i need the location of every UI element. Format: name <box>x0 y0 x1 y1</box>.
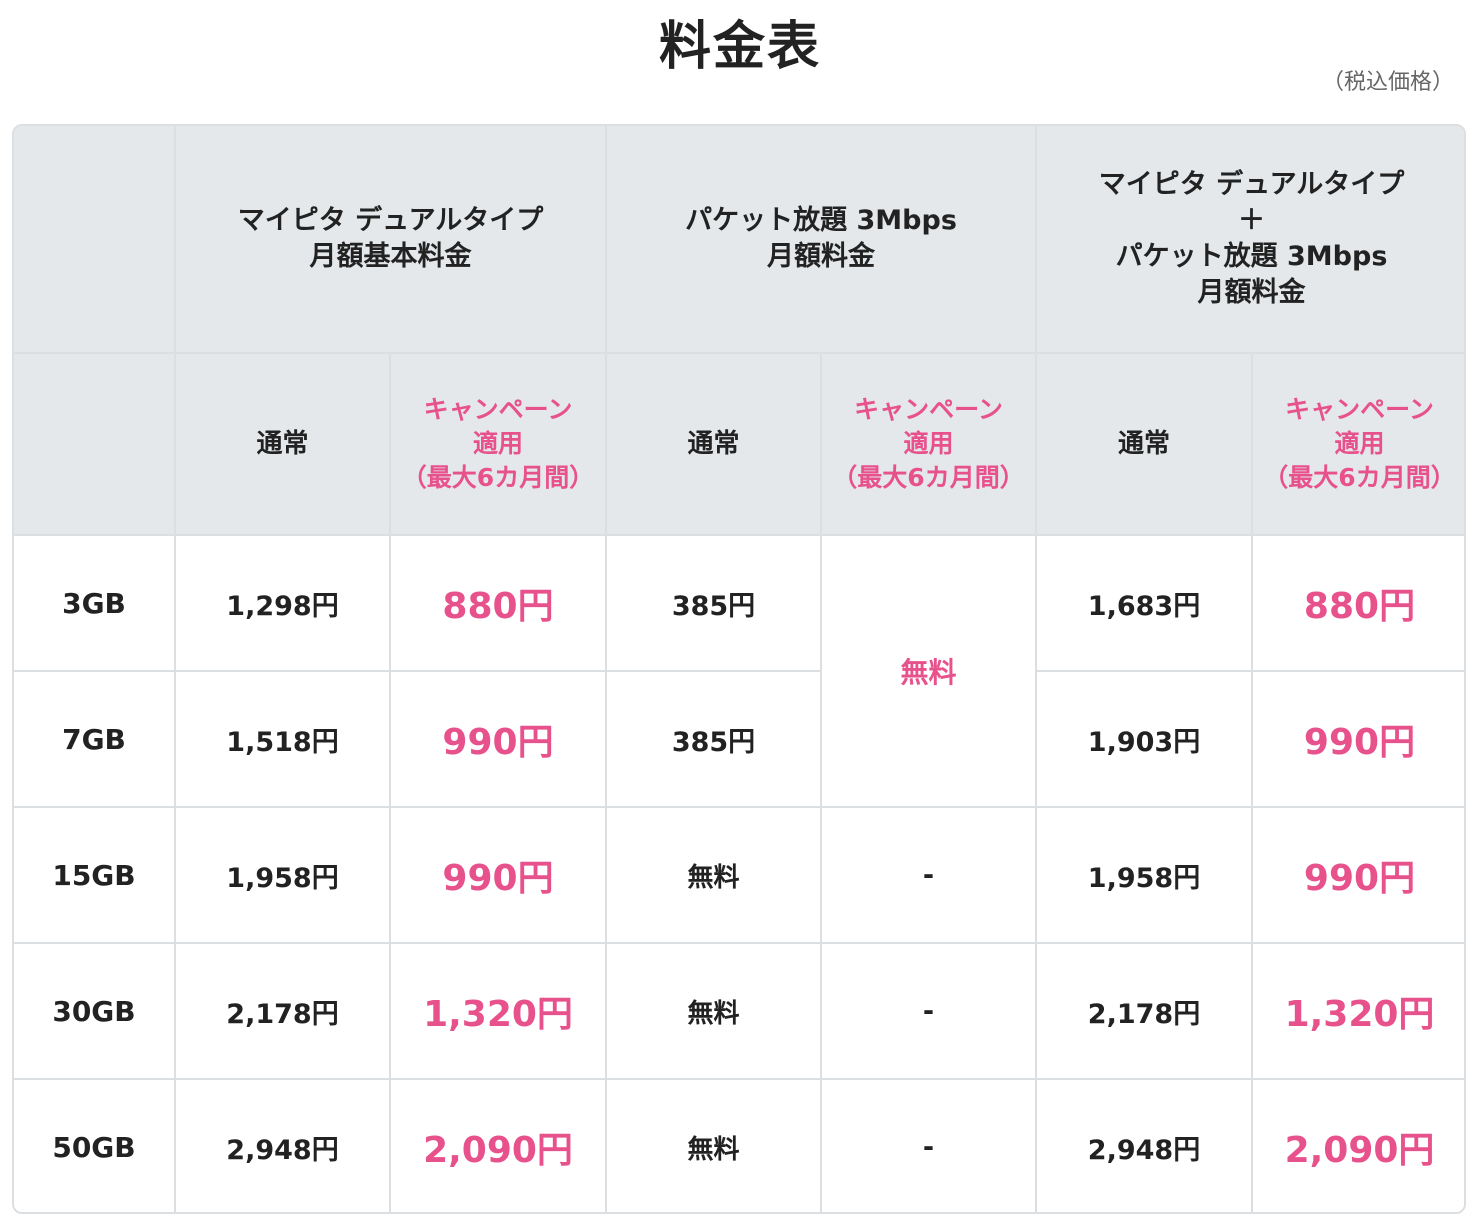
campaign-text: （最大6カ月間） <box>1263 463 1456 492</box>
table-row: 50GB 2,948円 2,090円 無料 - 2,948円 2,090円 <box>14 1078 1464 1212</box>
total-campaign-price: 990円 <box>1251 806 1464 944</box>
price-table: マイピタ デュアルタイプ 月額基本料金 パケット放題 3Mbps 月額料金 マイ… <box>14 126 1464 1212</box>
packet-normal-price: 385円 <box>605 670 822 808</box>
header-empty-cell <box>14 352 176 536</box>
header-text: パケット放題 3Mbps <box>685 205 957 236</box>
header-normal: 通常 <box>1035 352 1253 536</box>
header-text: 月額料金 <box>767 241 875 272</box>
base-normal-price: 2,948円 <box>174 1078 391 1212</box>
packet-campaign-price: - <box>820 942 1037 1080</box>
header-row-groups: マイピタ デュアルタイプ 月額基本料金 パケット放題 3Mbps 月額料金 マイ… <box>14 126 1464 354</box>
packet-normal-price: 無料 <box>605 1078 822 1212</box>
base-normal-price: 1,518円 <box>174 670 391 808</box>
base-campaign-price: 1,320円 <box>389 942 607 1080</box>
header-campaign: キャンペーン 適用 （最大6カ月間） <box>1251 352 1464 536</box>
header-text: パケット放題 3Mbps <box>1115 241 1388 272</box>
table-row: 15GB 1,958円 990円 無料 - 1,958円 990円 <box>14 806 1464 944</box>
header-normal: 通常 <box>174 352 391 536</box>
header-base-fee: マイピタ デュアルタイプ 月額基本料金 <box>174 126 607 354</box>
total-normal-price: 1,903円 <box>1035 670 1253 808</box>
packet-campaign-price: - <box>820 806 1037 944</box>
header-row-pricing-types: 通常 キャンペーン 適用 （最大6カ月間） 通常 キャンペーン 適用 （最大6カ… <box>14 352 1464 536</box>
table-row: 7GB 1,518円 990円 385円 1,903円 990円 <box>14 670 1464 808</box>
tax-note: （税込価格） <box>1321 70 1454 95</box>
packet-campaign-price: 無料 <box>820 534 1037 808</box>
total-normal-price: 2,948円 <box>1035 1078 1253 1212</box>
base-normal-price: 1,298円 <box>174 534 391 672</box>
campaign-text: 適用 <box>1334 429 1385 458</box>
total-normal-price: 1,683円 <box>1035 534 1253 672</box>
total-campaign-price: 2,090円 <box>1251 1078 1464 1212</box>
packet-normal-price: 385円 <box>605 534 822 672</box>
base-campaign-price: 880円 <box>389 534 607 672</box>
campaign-text: （最大6カ月間） <box>832 463 1025 492</box>
header-text: 月額基本料金 <box>309 241 472 272</box>
plan-capacity: 30GB <box>14 942 176 1080</box>
base-campaign-price: 990円 <box>389 806 607 944</box>
base-normal-price: 1,958円 <box>174 806 391 944</box>
header-text: ＋ <box>1238 205 1265 236</box>
campaign-text: キャンペーン <box>1285 395 1434 424</box>
packet-normal-price: 無料 <box>605 806 822 944</box>
header-text: マイピタ デュアルタイプ <box>1098 169 1405 200</box>
total-campaign-price: 880円 <box>1251 534 1464 672</box>
price-table-container: マイピタ デュアルタイプ 月額基本料金 パケット放題 3Mbps 月額料金 マイ… <box>12 124 1466 1214</box>
base-normal-price: 2,178円 <box>174 942 391 1080</box>
header-text: 月額料金 <box>1197 277 1306 308</box>
table-row: 30GB 2,178円 1,320円 無料 - 2,178円 1,320円 <box>14 942 1464 1080</box>
total-campaign-price: 1,320円 <box>1251 942 1464 1080</box>
campaign-text: 適用 <box>472 429 523 458</box>
header-empty-cell <box>14 126 176 354</box>
plan-capacity: 50GB <box>14 1078 176 1212</box>
header-text: マイピタ デュアルタイプ <box>237 205 544 236</box>
total-normal-price: 1,958円 <box>1035 806 1253 944</box>
table-row: 3GB 1,298円 880円 385円 無料 1,683円 880円 <box>14 534 1464 808</box>
packet-campaign-price: - <box>820 1078 1037 1212</box>
base-campaign-price: 990円 <box>389 670 607 808</box>
campaign-text: （最大6カ月間） <box>401 463 595 492</box>
plan-capacity: 15GB <box>14 806 176 944</box>
header-campaign: キャンペーン 適用 （最大6カ月間） <box>820 352 1037 536</box>
header-packet-fee: パケット放題 3Mbps 月額料金 <box>605 126 1037 354</box>
packet-normal-price: 無料 <box>605 942 822 1080</box>
campaign-text: キャンペーン <box>423 395 573 424</box>
campaign-text: キャンペーン <box>854 395 1003 424</box>
total-campaign-price: 990円 <box>1251 670 1464 808</box>
plan-capacity: 3GB <box>14 534 176 672</box>
header-total-fee: マイピタ デュアルタイプ ＋ パケット放題 3Mbps 月額料金 <box>1035 126 1464 354</box>
header-normal: 通常 <box>605 352 822 536</box>
plan-capacity: 7GB <box>14 670 176 808</box>
campaign-text: 適用 <box>903 429 954 458</box>
header-campaign: キャンペーン 適用 （最大6カ月間） <box>389 352 607 536</box>
total-normal-price: 2,178円 <box>1035 942 1253 1080</box>
page-title: 料金表 <box>658 17 821 77</box>
base-campaign-price: 2,090円 <box>389 1078 607 1212</box>
